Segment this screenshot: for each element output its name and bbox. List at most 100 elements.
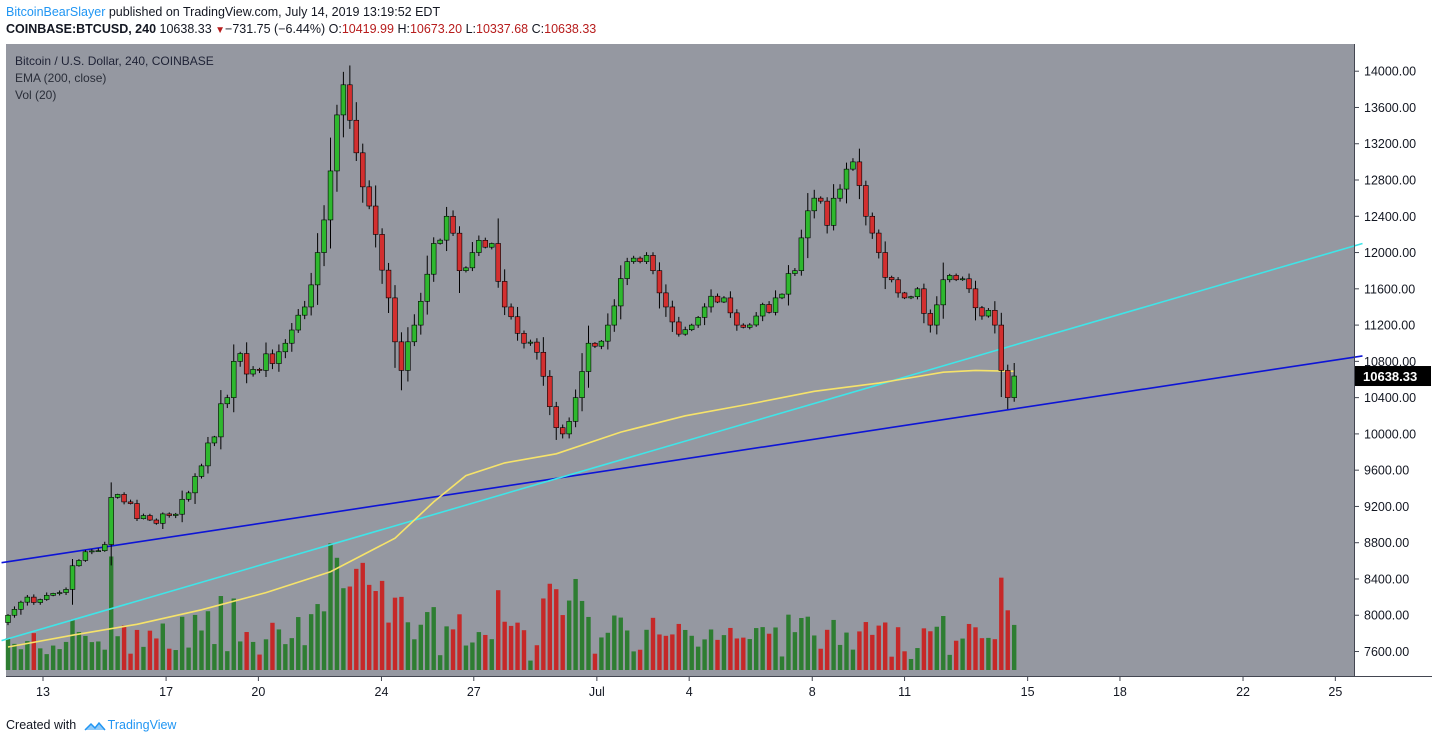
volume-bar: [360, 562, 365, 670]
candle-up: [140, 513, 147, 520]
volume-bar: [147, 630, 153, 670]
volume-bar: [541, 598, 546, 670]
candle-up: [340, 71, 347, 138]
candle-down: [256, 367, 263, 374]
candle-body: [624, 261, 630, 279]
candle-body: [256, 369, 263, 371]
candle-body: [211, 436, 218, 444]
volume-bar: [805, 616, 810, 670]
volume-bar: [283, 644, 288, 670]
ema-200-line: [7, 369, 1015, 648]
tradingview-link[interactable]: TradingView: [107, 718, 177, 732]
price-tick-label: 12800.00: [1364, 174, 1416, 188]
candle-up: [405, 327, 411, 382]
candle-up: [295, 309, 301, 333]
candle-down: [979, 305, 985, 320]
candle-down: [392, 285, 398, 368]
candle-up: [779, 293, 785, 300]
candle-down: [450, 210, 456, 237]
legend-line-3: Vol (20): [15, 88, 56, 102]
candle-down: [824, 197, 830, 234]
candle-body: [347, 84, 353, 121]
candle-body: [553, 406, 559, 428]
candle-body: [830, 197, 837, 226]
volume-bar: [579, 600, 585, 670]
candle-body: [1011, 375, 1017, 398]
candle-down: [360, 143, 366, 203]
volume-bar: [547, 583, 552, 670]
volume-bar: [321, 611, 327, 670]
candle-down: [998, 312, 1005, 398]
candle-body: [618, 278, 624, 307]
time-tick-label: 15: [1021, 685, 1035, 699]
candle-up: [630, 255, 637, 264]
candle-down: [269, 349, 276, 370]
candle-up: [759, 302, 766, 322]
candle-down: [901, 291, 908, 300]
candle-down: [650, 252, 656, 275]
plot-area[interactable]: [6, 44, 1354, 676]
volume-bar: [289, 638, 294, 670]
candle-body: [437, 239, 443, 244]
volume-bar: [747, 639, 752, 670]
high-value: 10673.20: [409, 22, 463, 36]
volume-bar: [444, 626, 449, 670]
volume-bar: [44, 654, 49, 670]
volume-bar: [257, 654, 262, 670]
candle-down: [921, 283, 927, 324]
volume-bar: [463, 645, 469, 670]
price-tick-label: 8000.00: [1364, 609, 1409, 623]
candle-up: [605, 313, 611, 350]
candle-body: [934, 304, 940, 326]
candle-body: [147, 515, 153, 521]
volume-bar: [96, 641, 101, 670]
volume-bar: [689, 635, 694, 670]
volume-bar: [167, 648, 172, 670]
candle-down: [398, 332, 405, 391]
candle-up: [908, 295, 914, 300]
candle-down: [966, 273, 972, 293]
volume-bar: [225, 651, 230, 670]
volume-bar: [76, 631, 82, 670]
volume-bar: [721, 635, 727, 670]
candle-up: [430, 237, 437, 282]
candle-body: [688, 324, 695, 331]
author-link[interactable]: BitcoinBearSlayer: [6, 5, 106, 19]
candle-body: [308, 284, 314, 308]
candle-down: [540, 337, 547, 386]
candle-down: [31, 594, 37, 605]
volume-bar: [515, 622, 520, 670]
candle-up: [850, 158, 856, 171]
volume-bar: [566, 600, 572, 670]
candle-up: [934, 296, 940, 335]
support-trendline: [1, 355, 1363, 564]
candle-up: [695, 316, 701, 328]
price-tag: 10638.33: [1355, 366, 1431, 387]
volume-bar: [637, 649, 643, 670]
candle-down: [353, 102, 359, 161]
candle-up: [173, 512, 179, 519]
volume-bar: [18, 649, 24, 670]
volume-bar: [773, 627, 778, 670]
volume-bar: [863, 622, 869, 670]
candle-body: [269, 353, 276, 364]
candle-body: [482, 240, 488, 248]
volume-bar: [754, 628, 759, 670]
candle-up: [985, 308, 992, 318]
volume-bar: [328, 543, 333, 670]
publish-header: BitcoinBearSlayer published on TradingVi…: [6, 4, 440, 21]
candle-down: [521, 330, 527, 349]
candle-body: [559, 427, 566, 435]
candle-down: [888, 275, 895, 283]
candle-body: [95, 550, 102, 553]
candle-body: [940, 279, 946, 306]
candle-down: [656, 262, 663, 309]
candle-body: [1005, 370, 1011, 398]
candle-body: [469, 252, 476, 269]
candle-down: [817, 196, 824, 204]
volume-bar: [766, 633, 772, 670]
candle-down: [547, 370, 553, 416]
candle-body: [811, 197, 817, 212]
volume-bar: [625, 630, 630, 670]
